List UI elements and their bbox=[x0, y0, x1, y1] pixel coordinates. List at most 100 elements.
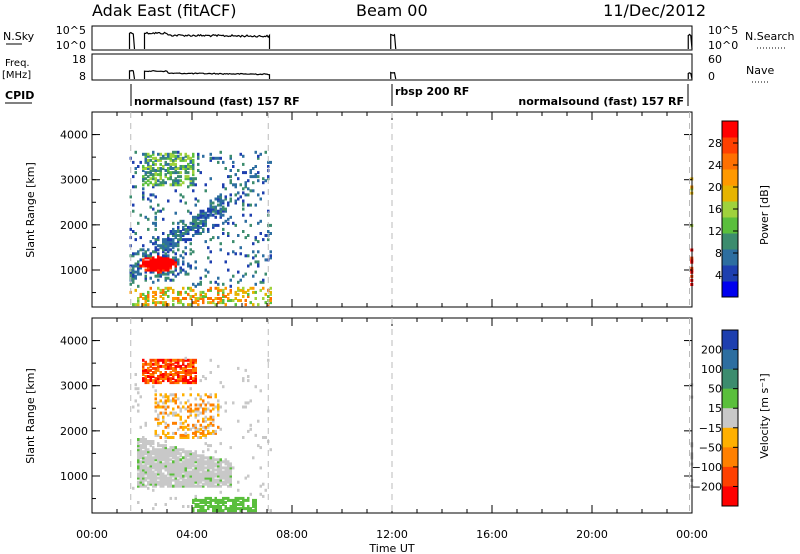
heatmap-cell bbox=[244, 272, 247, 276]
colorbar-tick-label: 20 bbox=[708, 181, 722, 194]
heatmap-cell bbox=[144, 450, 147, 454]
heatmap-cell bbox=[197, 419, 200, 423]
heatmap-cell bbox=[167, 456, 170, 460]
heatmap-cell bbox=[154, 266, 157, 270]
heatmap-cell bbox=[194, 478, 197, 482]
heatmap-cell bbox=[219, 405, 222, 409]
heatmap-cell bbox=[242, 290, 245, 294]
heatmap-cell bbox=[204, 240, 207, 244]
heatmap-cell bbox=[174, 466, 177, 470]
heatmap-cell bbox=[162, 268, 165, 272]
heatmap-cell bbox=[162, 270, 165, 274]
heatmap-cell bbox=[139, 258, 142, 262]
heatmap-cell bbox=[192, 472, 195, 476]
heatmap-cell bbox=[157, 413, 160, 417]
heatmap-cell bbox=[167, 395, 170, 399]
heatmap-cell bbox=[187, 373, 190, 376]
heatmap-cell bbox=[182, 362, 185, 366]
heatmap-cell bbox=[152, 507, 155, 511]
heatmap-cell bbox=[159, 444, 162, 448]
heatmap-cell bbox=[147, 183, 150, 187]
heatmap-cell bbox=[159, 246, 162, 250]
heatmap-cell bbox=[219, 209, 222, 213]
heatmap-cell bbox=[149, 464, 152, 468]
heatmap-cell bbox=[147, 154, 150, 158]
heatmap-cell bbox=[167, 234, 170, 237]
heatmap-cell bbox=[192, 173, 195, 177]
heatmap-cell bbox=[187, 474, 190, 478]
heatmap-cell bbox=[144, 458, 147, 462]
heatmap-cell bbox=[192, 371, 195, 374]
heatmap-cell bbox=[257, 250, 260, 254]
heatmap-cell bbox=[144, 173, 147, 177]
heatmap-cell bbox=[202, 458, 205, 462]
heatmap-cell bbox=[194, 452, 197, 456]
heatmap-cell bbox=[244, 181, 247, 185]
heatmap-cell bbox=[262, 286, 265, 290]
y-tick-label: 4000 bbox=[60, 129, 88, 142]
heatmap-cell bbox=[132, 278, 135, 282]
heatmap-cell bbox=[162, 246, 165, 250]
heatmap-cell bbox=[239, 299, 242, 302]
heatmap-cell bbox=[194, 215, 197, 219]
heatmap-cell bbox=[192, 470, 195, 474]
heatmap-cell bbox=[187, 358, 190, 362]
freq-panel: Freq. [MHz] 18 8 60 0 Nave bbox=[2, 53, 774, 83]
heatmap-cell bbox=[257, 179, 260, 183]
heatmap-cell bbox=[169, 158, 172, 162]
heatmap-cell bbox=[189, 158, 192, 162]
heatmap-cell bbox=[174, 381, 177, 385]
heatmap-cell bbox=[164, 377, 167, 381]
heatmap-cell bbox=[169, 262, 172, 266]
heatmap-cell bbox=[159, 162, 162, 166]
heatmap-cell bbox=[144, 368, 147, 372]
heatmap-cell bbox=[209, 301, 212, 305]
heatmap-cell bbox=[159, 472, 162, 476]
heatmap-cell bbox=[139, 272, 142, 276]
colorbar-tick-label: 12 bbox=[708, 225, 722, 238]
heatmap-cell bbox=[142, 258, 145, 262]
heatmap-cell bbox=[164, 466, 167, 470]
heatmap-cell bbox=[197, 215, 200, 219]
heatmap-cell bbox=[157, 236, 160, 240]
heatmap-cell bbox=[174, 156, 177, 160]
heatmap-cell bbox=[202, 419, 205, 423]
heatmap-cell bbox=[214, 450, 217, 454]
heatmap-cell bbox=[214, 297, 217, 300]
heatmap-cell bbox=[252, 274, 255, 278]
heatmap-cell bbox=[149, 254, 152, 258]
colorbar-tick-label: 8 bbox=[715, 247, 722, 260]
heatmap-cell bbox=[137, 250, 140, 254]
heatmap-cell bbox=[194, 425, 197, 429]
heatmap-cell bbox=[217, 498, 220, 502]
heatmap-cell bbox=[167, 458, 170, 462]
heatmap-cell bbox=[194, 409, 197, 413]
colorbar-segment bbox=[722, 201, 738, 218]
heatmap-cell bbox=[144, 381, 147, 385]
heatmap-cell bbox=[139, 438, 142, 441]
heatmap-cell bbox=[214, 509, 217, 513]
heatmap-cell bbox=[192, 507, 195, 511]
heatmap-cell bbox=[154, 456, 157, 460]
heatmap-cell bbox=[157, 248, 160, 252]
heatmap-cell bbox=[212, 474, 215, 478]
heatmap-cell bbox=[157, 466, 160, 470]
heatmap-cell bbox=[189, 387, 192, 391]
heatmap-cell bbox=[259, 466, 262, 470]
heatmap-cell bbox=[142, 252, 145, 256]
heatmap-cell bbox=[132, 175, 135, 179]
heatmap-cell bbox=[172, 362, 175, 366]
heatmap-cell bbox=[157, 183, 160, 187]
heatmap-cell bbox=[249, 175, 252, 179]
heatmap-cell bbox=[267, 165, 270, 168]
heatmap-cell bbox=[204, 415, 207, 419]
heatmap-cell bbox=[217, 480, 220, 484]
heatmap-cell bbox=[247, 288, 250, 292]
heatmap-cell bbox=[197, 462, 200, 466]
heatmap-cell bbox=[217, 282, 220, 286]
heatmap-cell bbox=[214, 478, 217, 482]
heatmap-cell bbox=[197, 223, 200, 227]
heatmap-cell bbox=[204, 474, 207, 478]
heatmap-cell bbox=[164, 476, 167, 480]
heatmap-cell bbox=[172, 474, 175, 478]
